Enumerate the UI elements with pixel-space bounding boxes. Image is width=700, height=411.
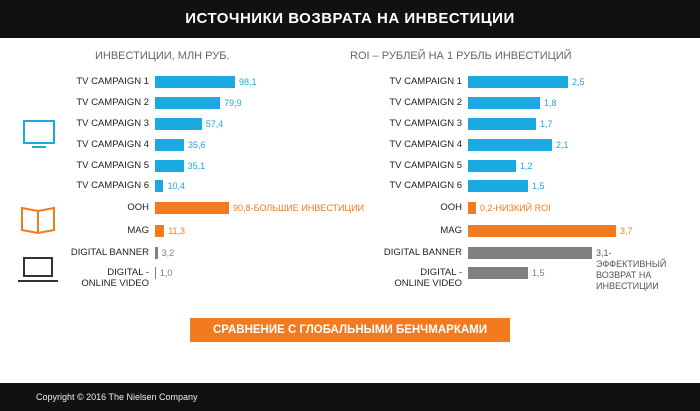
annotation: -ЭФФЕКТИВНЫЙ ВОЗВРАТ НА ИНВЕСТИЦИИ (596, 248, 667, 291)
value-label: 1,2 (520, 161, 533, 171)
value-label-group: 1,5 (532, 181, 545, 192)
bar (468, 76, 568, 88)
value-label-group: 3,7 (620, 226, 633, 237)
value-label: 2,5 (572, 77, 585, 87)
copyright: Copyright © 2016 The Nielsen Company (36, 392, 198, 402)
value-label: 3,7 (620, 226, 633, 236)
value-label-group: 1,2 (520, 161, 533, 172)
value-label-group: 1,8 (544, 98, 557, 109)
value-label-group: 1,5 (532, 268, 545, 279)
value-label-group: 35,6 (188, 140, 206, 151)
value-label-group: 57,4 (206, 119, 224, 130)
category-label: TV CAMPAIGN 5 (76, 160, 149, 171)
bar (155, 180, 164, 192)
category-label: TV CAMPAIGN 4 (76, 139, 149, 150)
value-label-group: 10,4 (167, 181, 185, 192)
bar (155, 202, 230, 214)
value-label: 11,3 (168, 226, 186, 236)
category-label: TV CAMPAIGN 6 (389, 180, 462, 191)
value-label: 3,1 (596, 248, 609, 258)
category-label: TV CAMPAIGN 6 (76, 180, 149, 191)
category-label: TV CAMPAIGN 3 (76, 118, 149, 129)
value-label: 90,8 (233, 203, 251, 213)
value-label-group: 0,2-НИЗКИЙ ROI (480, 203, 551, 214)
value-label: 1,0 (159, 268, 173, 278)
category-label: MAG (440, 225, 462, 236)
bar (468, 247, 592, 259)
tv-icon (23, 120, 55, 148)
header-title: ИСТОЧНИКИ ВОЗВРАТА НА ИНВЕСТИЦИИ (0, 0, 700, 38)
bar (468, 118, 536, 130)
value-label: 35,1 (187, 161, 206, 171)
category-label: TV CAMPAIGN 4 (389, 139, 462, 150)
bar (155, 139, 185, 151)
bar (155, 247, 158, 259)
category-label: TV CAMPAIGN 1 (389, 76, 462, 87)
value-label: 57,4 (205, 119, 224, 129)
bar (468, 160, 516, 172)
value-label-group: 90,8-БОЛЬШИЕ ИНВЕСТИЦИИ (233, 203, 364, 214)
value-label: 3,2 (161, 248, 175, 258)
category-label: TV CAMPAIGN 5 (389, 160, 462, 171)
value-label-group: 2,1 (556, 140, 569, 151)
value-label-group: 35,1 (188, 161, 206, 172)
category-label: DIGITAL BANNER (383, 247, 462, 258)
footer: Copyright © 2016 The Nielsen Company (0, 383, 700, 411)
annotation: -БОЛЬШИЕ ИНВЕСТИЦИИ (250, 203, 365, 213)
value-label-group: 1,7 (540, 119, 553, 130)
value-label: 79,9 (224, 98, 242, 108)
category-label: DIGITAL - ONLINE VIDEO (394, 267, 462, 289)
category-label: TV CAMPAIGN 2 (76, 97, 149, 108)
bar (155, 97, 221, 109)
category-label: OOH (440, 202, 462, 213)
value-label-group: 79,9 (224, 98, 242, 109)
bar (155, 76, 235, 88)
bar (468, 97, 540, 109)
value-label-group: 1,0 (160, 268, 173, 279)
category-label: TV CAMPAIGN 2 (389, 97, 462, 108)
benchmark-button[interactable]: СРАВНЕНИЕ С ГЛОБАЛЬНЫМИ БЕНЧМАРКАМИ NIEL… (190, 318, 510, 360)
value-label: 1,7 (540, 119, 553, 129)
value-label: 98,1 (239, 77, 257, 87)
bar (155, 118, 202, 130)
bar (155, 225, 165, 237)
bar (155, 160, 184, 172)
bar (468, 202, 476, 214)
category-label: DIGITAL BANNER (70, 247, 149, 258)
category-label: TV CAMPAIGN 3 (389, 118, 462, 129)
bar (468, 139, 552, 151)
bar (468, 225, 616, 237)
bar (468, 180, 528, 192)
value-label-group: 3,2 (162, 248, 175, 259)
laptop-icon (18, 257, 58, 282)
chart-subtitle: ИНВЕСТИЦИИ, МЛН РУБ. (95, 50, 230, 62)
value-label: 2,1 (556, 140, 569, 150)
value-label: 1,5 (532, 268, 545, 278)
value-label-group: 3,1-ЭФФЕКТИВНЫЙ ВОЗВРАТ НА ИНВЕСТИЦИИ (596, 248, 676, 292)
value-label: 1,5 (532, 181, 545, 191)
category-label: TV CAMPAIGN 1 (76, 76, 149, 87)
value-label: 35,6 (188, 140, 206, 150)
value-label-group: 11,3 (168, 226, 185, 237)
icons (18, 120, 58, 282)
category-label: OOH (127, 202, 149, 213)
value-label: 1,8 (544, 98, 557, 108)
book-icon (21, 206, 55, 235)
value-label: 0,2 (480, 203, 493, 213)
annotation: -НИЗКИЙ ROI (492, 203, 551, 213)
chart-subtitle: ROI – РУБЛЕЙ НА 1 РУБЛЬ ИНВЕСТИЦИЙ (350, 50, 572, 62)
category-label: DIGITAL - ONLINE VIDEO (81, 267, 149, 289)
value-label: 10,4 (167, 181, 185, 191)
category-label: MAG (127, 225, 149, 236)
bar (155, 267, 156, 279)
bar (468, 267, 528, 279)
value-label-group: 98,1 (239, 77, 257, 88)
value-label-group: 2,5 (572, 77, 585, 88)
